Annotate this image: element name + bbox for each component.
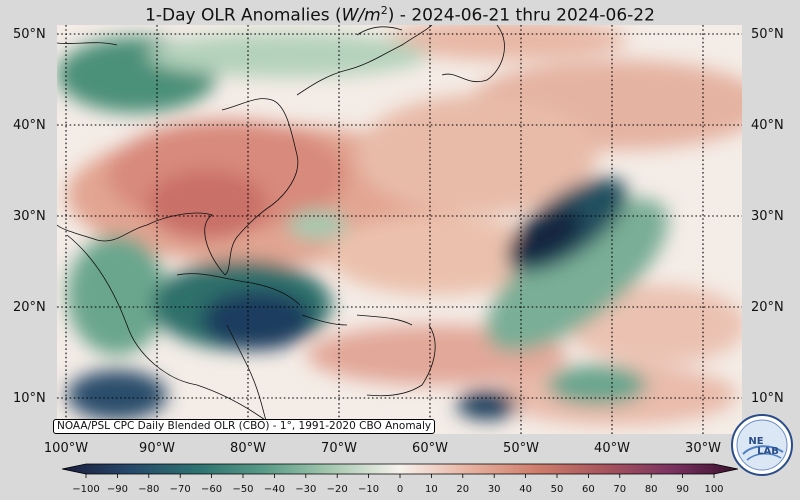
lat-label-40n-left: 40°N (13, 118, 46, 133)
colorbar-tick-label: 0 (396, 484, 404, 495)
colorbar-tick-label: −80 (138, 484, 160, 495)
colorbar-tick-label: 50 (550, 484, 564, 495)
lat-label-50n-right: 50°N (751, 27, 784, 42)
colorbar-tick-label: −10 (358, 484, 380, 495)
colorbar-tick-label: 30 (487, 484, 501, 495)
colorbar-tick-label: 70 (613, 484, 627, 495)
colorbar-tick-label: 40 (519, 484, 532, 495)
logo-text-top: NE (748, 436, 763, 447)
lon-label-100w: 100°W (43, 441, 89, 456)
logo-text-bottom: LAB (757, 446, 779, 457)
lat-label-20n-right: 20°N (751, 300, 784, 315)
lat-label-50n-left: 50°N (13, 27, 46, 42)
lon-label-30w: 30°W (685, 441, 721, 456)
colorbar-tick-label: −20 (326, 484, 348, 495)
colorbar-tick-label: −30 (295, 484, 317, 495)
lat-label-20n-left: 20°N (13, 300, 46, 315)
lon-label-80w: 80°W (230, 441, 266, 456)
coastline-lines (57, 25, 505, 426)
lat-label-30n-left: 30°N (13, 209, 46, 224)
colorbar-tick-label: 20 (456, 484, 470, 495)
noaa-psl-logo-icon: NE LAB (731, 414, 793, 476)
colorbar-tick-label: 80 (644, 484, 658, 495)
colorbar-tick-label: −40 (263, 484, 285, 495)
lon-label-50w: 50°W (503, 441, 539, 456)
colorbar-tick-label: 10 (425, 484, 438, 495)
lon-label-60w: 60°W (412, 441, 448, 456)
colorbar-tick-label: 90 (676, 484, 689, 495)
colorbar-tick-label: −100 (72, 484, 100, 495)
map-gridlines (57, 25, 742, 434)
olr-anomaly-map[interactable] (57, 25, 742, 434)
lat-label-10n-right: 10°N (751, 391, 784, 406)
colorbar-tick-label: −50 (232, 484, 254, 495)
colorbar-tick-label: −90 (106, 484, 128, 495)
colorbar (62, 463, 738, 478)
lon-label-90w: 90°W (139, 441, 175, 456)
colorbar-tick-label: 60 (582, 484, 595, 495)
lat-label-40n-right: 40°N (751, 118, 784, 133)
lon-label-70w: 70°W (321, 441, 357, 456)
colorbar-tick-label: 100 (704, 484, 724, 495)
map-title: 1-Day OLR Anomalies (W/m2) - 2024-06-21 … (145, 4, 655, 26)
lon-label-40w: 40°W (594, 441, 630, 456)
colorbar-gradient (62, 463, 738, 475)
colorbar-tick-label: −60 (201, 484, 223, 495)
colorbar-tick-label: −70 (169, 484, 191, 495)
lat-label-10n-left: 10°N (13, 391, 46, 406)
lat-label-30n-right: 30°N (751, 209, 784, 224)
anomaly-field-svg (57, 25, 742, 434)
data-credit-box: NOAA/PSL CPC Daily Blended OLR (CBO) - 1… (53, 419, 436, 434)
